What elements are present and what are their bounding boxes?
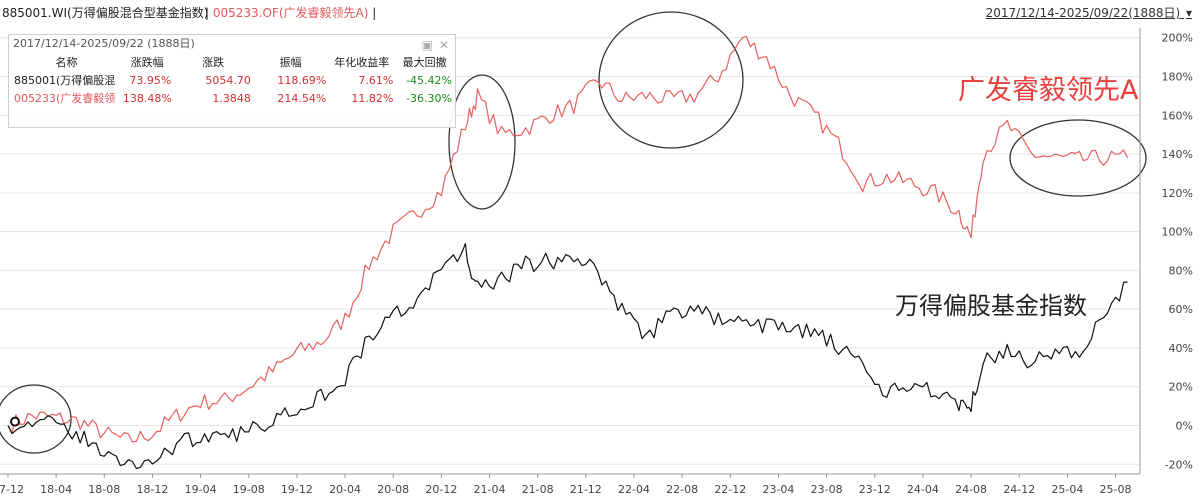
y-tick-label: 60% (1169, 303, 1193, 316)
statistics-panel: 2017/12/14-2025/09/22 (1888日) ▣ ✕ 名称 涨跌幅… (8, 34, 456, 128)
date-range-text: 2017/12/14-2025/09/22(1888日) (985, 6, 1181, 20)
change-cell: 1.3848 (212, 91, 251, 105)
x-tick-label: 22-12 (714, 483, 746, 496)
x-tick-label: 19-08 (233, 483, 265, 496)
x-tick-label: 20-12 (425, 483, 457, 496)
y-tick-label: 160% (1162, 109, 1193, 122)
y-tick-label: 0% (1176, 420, 1193, 433)
x-tick-label: 18-12 (136, 483, 168, 496)
x-axis-ticks: 17-12 18-04 18-08 18-12 19-04 19-08 19-12 20-04… (0, 474, 1132, 496)
fund-title-text: 005233.OF(广发睿毅领先A) (212, 6, 369, 20)
statistics-panel-header: 2017/12/14-2025/09/22 (1888日) ▣ ✕ (9, 35, 455, 53)
column-header: 年化收益率 (334, 56, 390, 69)
amplitude-cell: 118.69% (277, 73, 327, 87)
x-tick-label: 23-08 (811, 483, 843, 496)
x-tick-label: 19-12 (281, 483, 313, 496)
annual-return-cell: 11.82% (351, 91, 394, 105)
close-icon[interactable]: ✕ (438, 38, 449, 52)
statistics-date-range: 2017/12/14-2025/09/22 (1888日) (13, 37, 195, 50)
y-tick-label: -20% (1165, 458, 1193, 471)
change-cell: 5054.70 (205, 73, 251, 87)
y-tick-label: 200% (1162, 32, 1193, 45)
x-tick-label: 20-08 (377, 483, 409, 496)
annual-return-cell: 7.61% (358, 73, 394, 87)
x-tick-label: 23-04 (762, 483, 794, 496)
x-tick-label: 21-04 (474, 483, 506, 496)
series-lines (7, 35, 1129, 470)
y-tick-label: 180% (1162, 70, 1193, 83)
column-header: 涨跌幅 (130, 56, 164, 69)
index-annotation-label: 万得偏股基金指数 (895, 292, 1087, 320)
row-name: 885001(万得偏股混 (14, 74, 116, 87)
change-pct-cell: 73.95% (129, 73, 172, 87)
highlight-ellipse (1009, 119, 1147, 197)
x-tick-label: 18-08 (88, 483, 120, 496)
table-header-row: 名称 涨跌幅 涨跌 振幅 年化收益率 最大回撤 (12, 53, 454, 71)
column-header: 涨跌 (202, 56, 225, 69)
x-tick-label: 22-04 (618, 483, 650, 496)
fund-series-title[interactable]: | 005233.OF(广发睿毅领先A) | (205, 6, 377, 20)
max-drawdown-cell: -36.30% (406, 91, 452, 105)
x-tick-label: 21-12 (570, 483, 602, 496)
y-tick-label: 80% (1169, 264, 1193, 277)
index-series-title[interactable]: 885001.WI(万得偏股混合型基金指数) (2, 6, 209, 20)
highlight-ellipse (448, 74, 516, 210)
amplitude-cell: 214.54% (277, 91, 327, 105)
y-tick-label: 120% (1162, 187, 1193, 200)
axes (0, 28, 1141, 475)
chart-header: 885001.WI(万得偏股混合型基金指数) | 005233.OF(广发睿毅领… (0, 0, 1200, 22)
x-tick-label: 21-08 (522, 483, 554, 496)
y-tick-label: 20% (1169, 381, 1193, 394)
x-tick-label: 22-08 (666, 483, 698, 496)
x-tick-label: 23-12 (859, 483, 891, 496)
column-header: 振幅 (279, 56, 302, 69)
y-tick-label: 40% (1169, 342, 1193, 355)
y-tick-label: 100% (1162, 226, 1193, 239)
highlight-ellipse (598, 11, 744, 149)
start-marker (10, 416, 20, 427)
statistics-table: 名称 涨跌幅 涨跌 振幅 年化收益率 最大回撤 885001(万得偏股混 73.… (12, 53, 454, 107)
x-tick-label: 20-04 (329, 483, 361, 496)
y-axis-ticks: -20% 0% 20% 40% 60% 80% 100% 120% 140% 160% 180% 20… (1162, 32, 1193, 472)
x-tick-label: 18-04 (40, 483, 72, 496)
y-tick-label: 140% (1162, 148, 1193, 161)
fund-series-line (7, 35, 1129, 443)
x-tick-label: 24-12 (1003, 483, 1035, 496)
max-drawdown-cell: -45.42% (406, 73, 452, 87)
x-tick-label: 24-08 (955, 483, 987, 496)
restore-window-icon[interactable]: ▣ (421, 38, 433, 52)
x-tick-label: 19-04 (185, 483, 217, 496)
table-row[interactable]: 885001(万得偏股混 73.95% 5054.70 118.69% 7.61… (12, 71, 454, 89)
x-tick-label: 17-12 (0, 483, 24, 496)
column-header: 最大回撤 (402, 56, 447, 69)
start-point-marker (10, 416, 20, 427)
date-range-selector[interactable]: 2017/12/14-2025/09/22(1888日) ▾ (986, 4, 1192, 21)
change-pct-cell: 138.48% (122, 91, 172, 105)
row-name: 005233(广发睿毅领 (14, 92, 116, 105)
title-separator: | (205, 6, 213, 20)
highlight-ellipses (0, 11, 1147, 454)
x-tick-label: 25-04 (1051, 483, 1083, 496)
fund-annotation-label: 广发睿毅领先A (958, 75, 1139, 106)
x-tick-label: 24-04 (907, 483, 939, 496)
index-series-line (7, 243, 1128, 470)
x-tick-label: 25-08 (1100, 483, 1132, 496)
chevron-down-icon: ▾ (1185, 6, 1192, 20)
column-header: 名称 (55, 56, 78, 69)
table-row[interactable]: 005233(广发睿毅领 138.48% 1.3848 214.54% 11.8… (12, 89, 454, 107)
